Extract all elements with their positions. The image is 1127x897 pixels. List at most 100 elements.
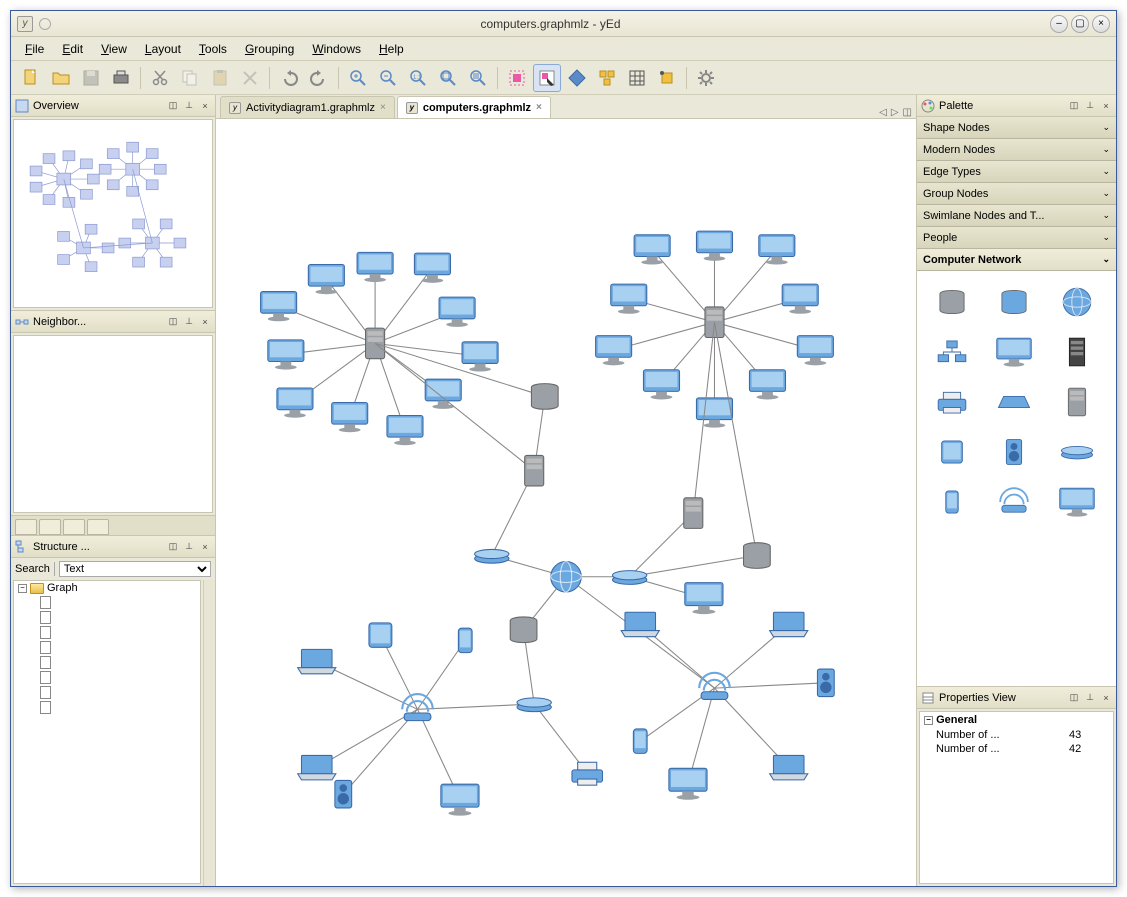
snap-button[interactable] xyxy=(653,64,681,92)
palette-item-speaker[interactable] xyxy=(989,431,1039,473)
palette-item-tower[interactable] xyxy=(1052,381,1102,423)
structure-tree[interactable]: − Graph xyxy=(13,580,201,884)
tab-close-icon[interactable]: × xyxy=(536,102,542,113)
palette-item-network[interactable] xyxy=(927,331,977,373)
editor-tab[interactable]: ycomputers.graphmlz× xyxy=(397,96,551,118)
properties-title: Properties View xyxy=(939,692,1064,704)
palette-item-monitor[interactable] xyxy=(989,331,1039,373)
tree-leaf[interactable] xyxy=(14,700,200,715)
menu-windows[interactable]: Windows xyxy=(304,40,369,58)
edit-mode-button[interactable] xyxy=(533,64,561,92)
diagram-canvas[interactable] xyxy=(216,119,916,886)
zoom-fit-button[interactable] xyxy=(434,64,462,92)
panel-tab[interactable] xyxy=(15,519,37,535)
grid-button[interactable] xyxy=(623,64,651,92)
property-row[interactable]: Number of ...42 xyxy=(920,742,1113,756)
zoom-sel-button[interactable] xyxy=(464,64,492,92)
tree-root[interactable]: Graph xyxy=(47,582,78,594)
panel-pin-icon[interactable]: ⊥ xyxy=(183,100,195,112)
tree-leaf[interactable] xyxy=(14,685,200,700)
panel-tab[interactable] xyxy=(63,519,85,535)
panel-close-icon[interactable]: × xyxy=(1100,100,1112,112)
file-icon xyxy=(40,671,51,684)
panel-dock-icon[interactable]: ◫ xyxy=(1068,692,1080,704)
panel-tab[interactable] xyxy=(87,519,109,535)
tree-toggle-icon[interactable]: − xyxy=(18,584,27,593)
palette-category[interactable]: Swimlane Nodes and T...⌄ xyxy=(917,205,1116,227)
tree-leaf[interactable] xyxy=(14,595,200,610)
panel-dock-icon[interactable]: ◫ xyxy=(167,100,179,112)
panel-dock-icon[interactable]: ◫ xyxy=(167,541,179,553)
palette-item-wifi-router[interactable] xyxy=(989,481,1039,523)
overview-canvas[interactable] xyxy=(13,119,213,308)
menu-grouping[interactable]: Grouping xyxy=(237,40,302,58)
nav-mode-button[interactable] xyxy=(563,64,591,92)
zoom-out-button[interactable] xyxy=(374,64,402,92)
zoom-11-button[interactable]: 1:1 xyxy=(404,64,432,92)
zoom-in-button[interactable] xyxy=(344,64,372,92)
tree-leaf[interactable] xyxy=(14,670,200,685)
palette-category[interactable]: Shape Nodes⌄ xyxy=(917,117,1116,139)
layout-mode-button[interactable] xyxy=(593,64,621,92)
palette-item-printer[interactable] xyxy=(927,381,977,423)
panel-tab[interactable] xyxy=(39,519,61,535)
minimize-button[interactable]: – xyxy=(1050,15,1068,33)
panel-pin-icon[interactable]: ⊥ xyxy=(1084,100,1096,112)
panel-dock-icon[interactable]: ◫ xyxy=(167,316,179,328)
panel-close-icon[interactable]: × xyxy=(199,100,211,112)
palette-item-router-flat[interactable] xyxy=(1052,431,1102,473)
palette-category[interactable]: Modern Nodes⌄ xyxy=(917,139,1116,161)
undo-button[interactable] xyxy=(275,64,303,92)
palette-category[interactable]: Edge Types⌄ xyxy=(917,161,1116,183)
tree-leaf[interactable] xyxy=(14,655,200,670)
maximize-button[interactable]: ▢ xyxy=(1071,15,1089,33)
menu-tools[interactable]: Tools xyxy=(191,40,235,58)
palette-item-tablet[interactable] xyxy=(927,431,977,473)
neighborhood-canvas[interactable] xyxy=(13,335,213,513)
menu-view[interactable]: View xyxy=(93,40,135,58)
editor-tab[interactable]: yActivitydiagram1.graphmlz× xyxy=(220,96,395,118)
collapse-icon[interactable]: − xyxy=(924,716,933,725)
tree-leaf[interactable] xyxy=(14,625,200,640)
palette-item-server-rack[interactable] xyxy=(1052,331,1102,373)
property-row[interactable]: Number of ...43 xyxy=(920,728,1113,742)
tab-close-icon[interactable]: × xyxy=(380,102,386,113)
tab-nav-next-icon[interactable]: ▷ xyxy=(891,107,899,118)
new-button[interactable] xyxy=(17,64,45,92)
panel-close-icon[interactable]: × xyxy=(199,316,211,328)
panel-dock-icon[interactable]: ◫ xyxy=(1068,100,1080,112)
tab-list-icon[interactable]: ◫ xyxy=(903,107,912,118)
palette-category[interactable]: Group Nodes⌄ xyxy=(917,183,1116,205)
palette-item-database2[interactable] xyxy=(989,281,1039,323)
panel-close-icon[interactable]: × xyxy=(1100,692,1112,704)
titlebar-menu-icon[interactable] xyxy=(39,18,51,30)
menu-layout[interactable]: Layout xyxy=(137,40,189,58)
close-button[interactable]: × xyxy=(1092,15,1110,33)
panel-pin-icon[interactable]: ⊥ xyxy=(183,541,195,553)
panel-pin-icon[interactable]: ⊥ xyxy=(183,316,195,328)
settings-button[interactable] xyxy=(692,64,720,92)
palette-item-monitor2[interactable] xyxy=(1052,481,1102,523)
palette-item-globe[interactable] xyxy=(1052,281,1102,323)
menu-file[interactable]: File xyxy=(17,40,52,58)
open-button[interactable] xyxy=(47,64,75,92)
panel-close-icon[interactable]: × xyxy=(199,541,211,553)
palette-category[interactable]: Computer Network⌄ xyxy=(917,249,1116,271)
panel-pin-icon[interactable]: ⊥ xyxy=(1084,692,1096,704)
menu-help[interactable]: Help xyxy=(371,40,412,58)
select-mode-button[interactable] xyxy=(503,64,531,92)
cut-button[interactable] xyxy=(146,64,174,92)
palette-item-scanner[interactable] xyxy=(989,381,1039,423)
palette-category[interactable]: People⌄ xyxy=(917,227,1116,249)
properties-table[interactable]: − General Number of ...43Number of ...42 xyxy=(919,711,1114,884)
tab-nav-prev-icon[interactable]: ◁ xyxy=(879,107,887,118)
redo-button[interactable] xyxy=(305,64,333,92)
palette-item-smartphone[interactable] xyxy=(927,481,977,523)
search-mode-select[interactable]: Text xyxy=(59,561,211,577)
palette-item-database[interactable] xyxy=(927,281,977,323)
tree-leaf[interactable] xyxy=(14,610,200,625)
scrollbar[interactable] xyxy=(203,580,215,886)
menu-edit[interactable]: Edit xyxy=(54,40,91,58)
print-button[interactable] xyxy=(107,64,135,92)
tree-leaf[interactable] xyxy=(14,640,200,655)
